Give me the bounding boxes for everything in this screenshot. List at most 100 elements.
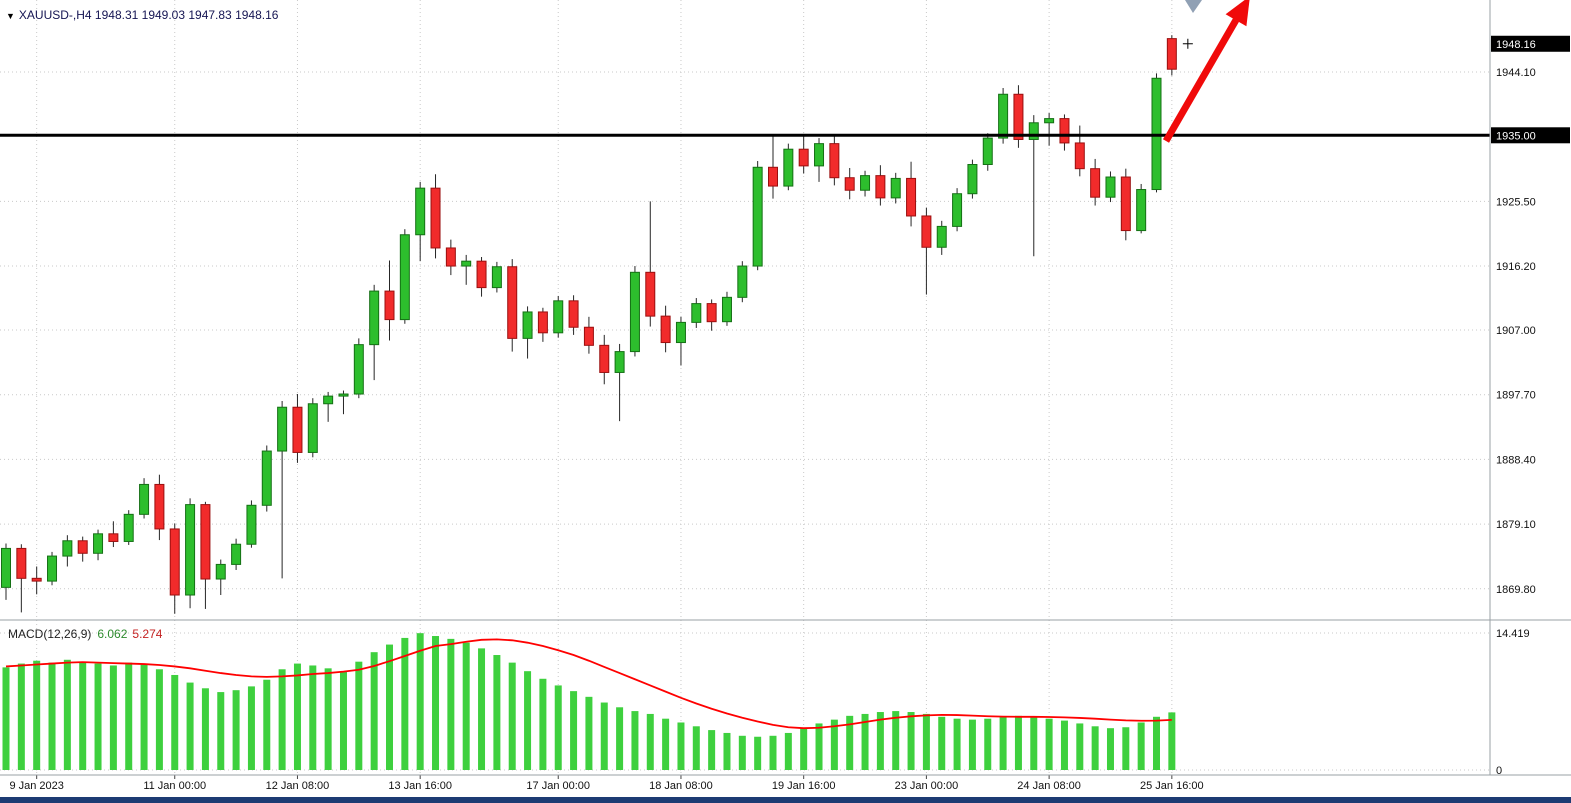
bearish-candle — [768, 166, 778, 187]
time-axis-label: 25 Jan 16:00 — [1140, 780, 1204, 792]
bearish-candle — [430, 187, 441, 249]
bearish-candle — [583, 326, 594, 346]
bearish-candle — [77, 540, 88, 554]
bullish-candle — [338, 393, 349, 397]
time-axis-label: 13 Jan 16:00 — [388, 780, 452, 792]
bullish-candle — [890, 177, 901, 199]
macd-histogram-bar — [1076, 723, 1084, 770]
macd-value: 6.062 — [97, 627, 128, 641]
macd-histogram-bar — [401, 637, 409, 770]
bullish-candle — [47, 555, 58, 582]
bullish-candle — [721, 296, 732, 323]
bearish-candle — [537, 311, 548, 334]
macd-histogram-bar — [217, 692, 225, 770]
price-axis-label: 1888.40 — [1496, 454, 1536, 466]
bearish-candle — [169, 528, 180, 596]
bullish-candle — [936, 225, 947, 248]
macd-axis-label: 0 — [1496, 765, 1502, 777]
bearish-candle — [1059, 118, 1070, 144]
macd-histogram-bar — [1106, 728, 1114, 770]
bearish-candle — [445, 247, 456, 267]
bearish-candle — [829, 143, 840, 179]
bullish-candle — [323, 395, 334, 405]
bearish-candle — [844, 177, 855, 191]
price-axis-label: 1916.20 — [1496, 261, 1536, 273]
bullish-candle — [522, 311, 533, 339]
macd-histogram-bar — [938, 716, 946, 770]
macd-histogram-bar — [171, 674, 179, 770]
macd-histogram-bar — [478, 648, 486, 770]
macd-histogram-bar — [539, 678, 547, 770]
bearish-candle — [292, 406, 303, 453]
macd-histogram-bar — [33, 660, 41, 770]
bullish-candle — [814, 143, 825, 167]
macd-histogram-bar — [17, 663, 25, 770]
bearish-candle — [599, 344, 610, 373]
time-axis[interactable]: 9 Jan 2023 11 Jan 00:00 12 Jan 08:00 13 Jan… — [0, 780, 1490, 797]
bullish-candle — [399, 234, 410, 321]
macd-histogram-bar — [416, 633, 424, 770]
macd-histogram-bar — [892, 711, 900, 770]
macd-histogram-bar — [1137, 722, 1145, 770]
bearish-candle — [31, 577, 42, 582]
bullish-candle — [737, 265, 748, 298]
macd-histogram-bar — [861, 713, 869, 770]
trend-arrow-shaft[interactable] — [1162, 18, 1240, 143]
bullish-candle — [215, 563, 226, 580]
macd-histogram-bar — [1153, 716, 1160, 770]
bullish-candle — [675, 321, 686, 344]
mouse-cursor-icon — [1185, 0, 1202, 13]
bearish-candle — [154, 483, 165, 530]
time-axis-label: 18 Jan 08:00 — [649, 780, 713, 792]
macd-indicator-label: MACD(12,26,9) 6.062 5.274 — [8, 627, 162, 641]
macd-histogram-bar — [508, 662, 516, 770]
macd-histogram-bar — [738, 735, 746, 770]
macd-histogram-bar — [140, 664, 148, 770]
macd-histogram-bar — [846, 715, 854, 770]
price-badge-label: 1935.00 — [1496, 130, 1536, 142]
bullish-candle — [1136, 189, 1147, 232]
macd-histogram-bar — [784, 732, 792, 770]
bullish-candle — [185, 504, 196, 596]
symbol-dropdown-icon[interactable]: ▼ — [6, 11, 15, 21]
bearish-candle — [568, 300, 579, 328]
bullish-candle — [691, 303, 702, 323]
macd-signal-value: 5.274 — [132, 627, 163, 641]
macd-histogram-bar — [386, 644, 393, 770]
macd-histogram-bar — [570, 691, 578, 770]
trend-arrow-head[interactable] — [1225, 0, 1250, 27]
bearish-candle — [875, 175, 886, 199]
bullish-candle — [783, 148, 794, 187]
price-axis-label: 1879.10 — [1496, 519, 1536, 531]
macd-histogram-bar — [708, 730, 716, 770]
bearish-candle — [476, 260, 487, 289]
bullish-candle — [139, 483, 150, 515]
bearish-candle — [906, 177, 917, 217]
time-axis-label: 19 Jan 16:00 — [771, 780, 836, 792]
macd-histogram-bar — [125, 662, 133, 770]
macd-name: MACD(12,26,9) — [8, 627, 92, 641]
macd-histogram-bar — [324, 668, 332, 770]
bullish-candle — [1044, 118, 1055, 124]
bullish-candle — [231, 543, 242, 565]
time-axis-label: 24 Jan 08:00 — [1017, 780, 1081, 792]
macd-histogram-bar — [1014, 715, 1022, 770]
macd-histogram-bar — [769, 735, 777, 770]
macd-histogram-bar — [616, 707, 624, 770]
chart-title-text: XAUUSD-,H4 1948.31 1949.03 1947.83 1948.… — [18, 8, 279, 22]
macd-histogram-bar — [309, 665, 317, 770]
macd-histogram-bar — [79, 661, 87, 770]
bearish-candle — [660, 315, 671, 344]
price-badge — [1491, 127, 1570, 144]
macd-histogram-bar — [247, 686, 255, 770]
macd-histogram-bar — [631, 711, 639, 770]
bullish-candle — [307, 403, 318, 453]
macd-histogram-bar — [554, 685, 562, 770]
time-axis-label: 23 Jan 00:00 — [894, 780, 959, 792]
macd-histogram-bar — [876, 712, 884, 770]
macd-histogram-bar — [754, 736, 762, 770]
macd-histogram-bar — [48, 662, 56, 770]
macd-histogram-bar — [493, 655, 501, 770]
